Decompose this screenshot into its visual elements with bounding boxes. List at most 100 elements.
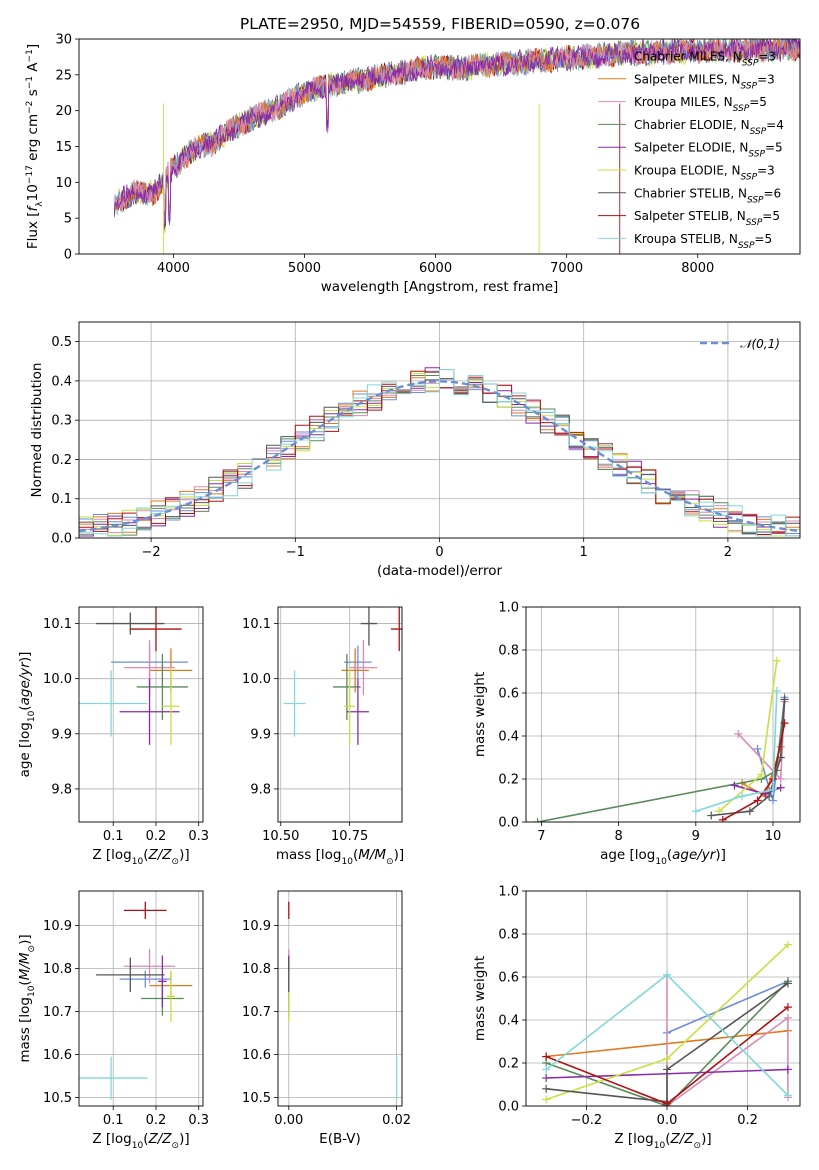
legend-label: Salpeter MILES, NSSP=3 <box>634 72 775 91</box>
y-tick-label: 15 <box>55 140 72 155</box>
legend-label: Salpeter STELIB, NSSP=5 <box>634 209 780 228</box>
y-tick-label: 0.8 <box>498 928 519 943</box>
x-tick-label: 0.00 <box>274 1113 303 1128</box>
x-tick-label: 0.2 <box>146 829 167 844</box>
x-tick-label: 1 <box>580 545 588 560</box>
errorbar-point <box>136 653 189 721</box>
y-axis-label: mass weight <box>472 956 488 1041</box>
y-tick-label: 1.0 <box>498 601 519 616</box>
errorbar-point <box>130 607 182 652</box>
y-tick-label: 10.8 <box>242 962 271 977</box>
y-tick-label: 10.0 <box>43 672 72 687</box>
weight-marker <box>765 792 774 801</box>
y-tick-label: 0.0 <box>498 816 519 831</box>
axes-frame <box>277 890 403 1107</box>
errorbar-point <box>162 667 180 745</box>
weight-marker <box>768 796 777 805</box>
x-tick-label: 10.50 <box>262 829 299 844</box>
errorbar-point <box>333 653 361 721</box>
weight-marker <box>663 1099 672 1106</box>
y-tick-label: 25 <box>55 68 72 83</box>
weight-line <box>666 974 789 1106</box>
errorbar-point <box>349 640 378 696</box>
y-tick-label: 30 <box>55 33 72 48</box>
weight-marker <box>768 785 777 794</box>
x-tick-label: 0.02 <box>382 1113 411 1128</box>
plot-area <box>79 367 800 537</box>
y-tick-label: 9.9 <box>51 727 72 742</box>
x-tick-label: 0.2 <box>737 1113 758 1128</box>
x-tick-label: 7000 <box>550 261 583 276</box>
y-tick-label: 10 <box>55 176 72 191</box>
panel-mass-vs-ebv: 0.00 0.02 10.5 10.6 10.7 10.8 10.9 E(B-V) <box>242 890 411 1147</box>
y-tick-label: 10.5 <box>43 1091 72 1106</box>
legend-label: Kroupa ELODIE, NSSP=3 <box>634 164 775 183</box>
y-tick-label: 10.6 <box>43 1048 72 1063</box>
weight-line <box>695 690 778 813</box>
weight-line <box>546 982 789 1103</box>
weight-marker <box>772 656 781 665</box>
y-tick-label: 10.1 <box>43 617 72 632</box>
weight-marker <box>542 1065 551 1074</box>
x-tick-label: 0.0 <box>657 1113 678 1128</box>
weight-marker <box>776 775 785 783</box>
x-axis-label: Z [log10(Z/Z⊙)] <box>92 1131 189 1151</box>
y-tick-label: 9.8 <box>51 782 72 797</box>
x-axis-label: (data-model)/error <box>377 563 503 579</box>
y-tick-label: 10.1 <box>242 617 271 632</box>
y-axis-label: Flux [fλ10−17 erg cm−2 s−1 A−1] <box>25 44 45 249</box>
panel-age-vs-Z: 0.1 0.2 0.3 9.8 9.9 10.0 10.1 Z [log10(Z/Z⊙)] ag… <box>17 606 209 867</box>
legend-label: Salpeter ELODIE, NSSP=5 <box>634 141 783 160</box>
legend-label: Kroupa STELIB, NSSP=5 <box>634 232 772 251</box>
y-tick-label: 10.7 <box>242 1005 271 1020</box>
plot-area <box>533 656 789 822</box>
x-axis-label: mass [log10(M/M⊙)] <box>276 847 404 867</box>
figure-title: PLATE=2950, MJD=54559, FIBERID=0590, z=0… <box>240 15 640 33</box>
weight-marker <box>542 1052 551 1061</box>
legend-label: Chabrier MILES, NSSP=3 <box>634 50 776 69</box>
x-tick-label: 0.3 <box>188 829 209 844</box>
x-tick-label: 9 <box>692 829 700 844</box>
errorbar-point <box>360 607 378 646</box>
errorbar-point <box>158 955 167 1008</box>
errorbar-point <box>346 678 369 745</box>
y-tick-label: 0.0 <box>498 1100 519 1115</box>
x-tick-label: 10 <box>765 829 782 844</box>
x-tick-label: 0 <box>435 545 443 560</box>
x-tick-label: 4000 <box>157 261 190 276</box>
y-tick-label: 0.6 <box>498 971 519 986</box>
axes-frame <box>78 606 204 823</box>
y-tick-label: 10.9 <box>242 919 271 934</box>
y-tick-label: 10.9 <box>43 919 72 934</box>
plot-area <box>288 901 398 1100</box>
x-axis-label: Z [log10(Z/Z⊙)] <box>92 847 189 867</box>
x-axis-label: Z [log10(Z/Z⊙)] <box>614 1131 711 1151</box>
plot-area <box>79 607 193 745</box>
x-tick-label: 8 <box>614 829 622 844</box>
x-tick-label: −2 <box>142 545 161 560</box>
weight-marker <box>772 686 781 695</box>
axes-frame <box>78 38 801 255</box>
weight-marker <box>542 1074 551 1083</box>
errorbar-point <box>344 667 356 745</box>
y-axis-label: age [log10(age/yr)] <box>17 652 37 778</box>
x-tick-label: −0.2 <box>571 1113 603 1128</box>
errorbar-point <box>341 648 369 693</box>
errorbar-point <box>123 901 167 919</box>
weight-marker <box>780 695 789 704</box>
panel-spectrum: 4000 5000 6000 7000 8000 0 5 10 15 20 25 30 Flux [fλ… <box>25 33 801 295</box>
legend-label: 𝒩(0,1) <box>740 337 780 351</box>
weight-line <box>666 980 789 1034</box>
y-tick-label: 0.4 <box>51 374 72 389</box>
axes-frame <box>525 890 801 1107</box>
y-tick-label: 0 <box>64 248 72 263</box>
y-tick-label: 10.8 <box>43 962 72 977</box>
x-tick-label: −1 <box>286 545 305 560</box>
x-tick-label: 10.75 <box>331 829 368 844</box>
legend-label: Chabrier STELIB, NSSP=6 <box>634 186 781 205</box>
y-tick-label: 10.0 <box>242 672 271 687</box>
y-tick-label: 0.2 <box>51 453 72 468</box>
panel-weight-vs-age: 7 8 9 10 0.0 0.2 0.4 0.6 0.8 1.0 age [log10(age/yr… <box>472 601 801 867</box>
y-tick-label: 0.4 <box>498 1014 519 1029</box>
